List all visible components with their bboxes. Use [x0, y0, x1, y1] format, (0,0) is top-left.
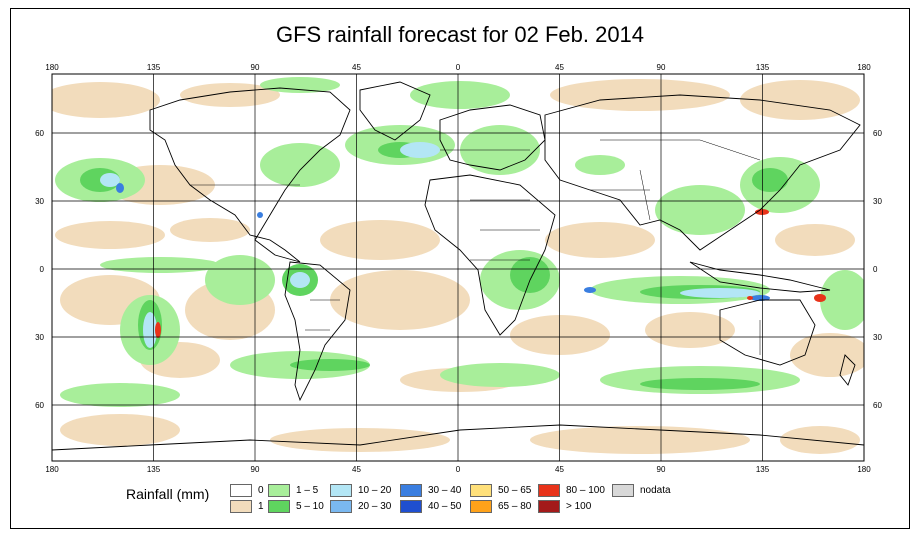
- legend-label: nodata: [640, 485, 671, 496]
- rain-1mm-areas: [52, 79, 864, 454]
- lon-tick-label: 135: [147, 465, 161, 474]
- lat-ticks-right: 60 30 0 30 60: [873, 129, 882, 410]
- lat-tick-label: 60: [873, 401, 882, 410]
- legend-swatch: [330, 484, 352, 497]
- legend-label: 65 – 80: [498, 501, 532, 512]
- rainfall-field: [52, 77, 864, 454]
- legend-swatch: [268, 500, 290, 513]
- lon-tick-label: 180: [857, 465, 871, 474]
- legend-label: 0: [258, 485, 264, 496]
- legend-label: 50 – 65: [498, 485, 532, 496]
- legend-label: 1: [258, 501, 264, 512]
- rain-30-40mm-areas: [116, 183, 770, 301]
- lat-tick-label: 30: [873, 197, 882, 206]
- legend-swatch: [470, 484, 492, 497]
- lon-tick-label: 90: [251, 465, 260, 474]
- lat-tick-label: 60: [35, 129, 44, 138]
- lon-tick-label: 90: [251, 63, 260, 72]
- legend-label: 20 – 30: [358, 501, 392, 512]
- legend-title: Rainfall (mm): [126, 486, 210, 502]
- rain-80-100mm-areas: [155, 209, 826, 338]
- legend-swatch: [400, 500, 422, 513]
- legend-label: > 100: [566, 501, 592, 512]
- lat-tick-label: 60: [35, 401, 44, 410]
- lat-ticks-left: 60 30 0 30 60: [35, 129, 44, 410]
- lon-tick-label: 180: [45, 63, 59, 72]
- map-title: GFS rainfall forecast for 02 Feb. 2014: [275, 22, 645, 47]
- lat-tick-label: 30: [873, 333, 882, 342]
- lon-tick-label: 45: [555, 465, 564, 474]
- coastlines: [52, 81, 864, 451]
- lon-tick-label: 45: [352, 465, 361, 474]
- lon-tick-label: 135: [147, 63, 161, 72]
- lat-tick-label: 60: [873, 129, 882, 138]
- lat-tick-label: 0: [40, 265, 45, 274]
- lon-tick-label: 45: [352, 63, 361, 72]
- lon-tick-label: 90: [657, 63, 666, 72]
- graticule: [52, 74, 864, 461]
- lon-ticks-top: 180 135 90 45 0 45 90 135 180: [45, 63, 871, 72]
- legend-swatch: [538, 500, 560, 513]
- lat-tick-label: 30: [35, 333, 44, 342]
- legend-label: 30 – 40: [428, 485, 462, 496]
- legend-label: 40 – 50: [428, 501, 462, 512]
- lon-tick-label: 0: [456, 63, 461, 72]
- legend-label: 1 – 5: [296, 485, 319, 496]
- legend-swatch: [330, 500, 352, 513]
- lon-tick-label: 135: [756, 465, 770, 474]
- map-border: [51, 73, 865, 462]
- legend-swatch: [268, 484, 290, 497]
- lon-tick-label: 45: [555, 63, 564, 72]
- legend-swatch: [538, 484, 560, 497]
- legend-label: 5 – 10: [296, 501, 324, 512]
- lon-tick-label: 180: [857, 63, 871, 72]
- lon-tick-label: 135: [756, 63, 770, 72]
- lon-tick-label: 0: [456, 465, 461, 474]
- legend-label: 10 – 20: [358, 485, 392, 496]
- lon-ticks-bottom: 180 135 90 45 0 45 90 135 180: [45, 465, 871, 474]
- legend-swatch: [400, 484, 422, 497]
- legend-label: 80 – 100: [566, 485, 605, 496]
- lat-tick-label: 30: [35, 197, 44, 206]
- lat-tick-label: 0: [873, 265, 878, 274]
- lon-tick-label: 90: [657, 465, 666, 474]
- lon-tick-label: 180: [45, 465, 59, 474]
- legend-swatch: [470, 500, 492, 513]
- legend-swatch: [230, 484, 252, 497]
- legend-swatch: [612, 484, 634, 497]
- country-borders: [190, 139, 761, 355]
- legend-swatch: [230, 500, 252, 513]
